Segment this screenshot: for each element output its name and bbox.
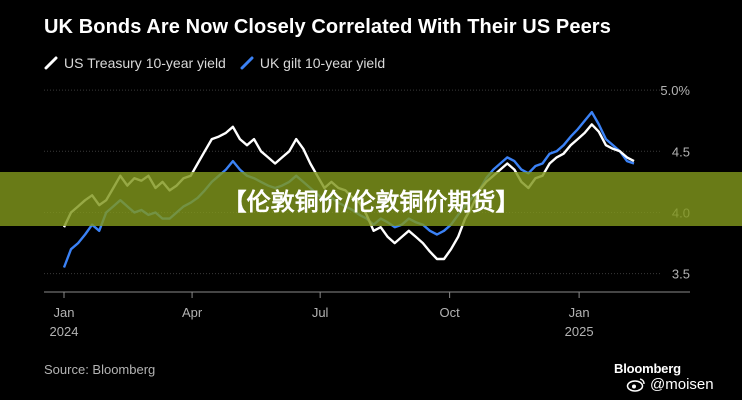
y-tick-label: 4.5 xyxy=(672,144,690,159)
x-tick-label: Apr xyxy=(182,305,203,320)
legend-swatch-us xyxy=(44,56,58,70)
x-tick-year-label: 2025 xyxy=(565,324,594,339)
x-tick-label: Jul xyxy=(312,305,329,320)
x-tick-year-label: 2024 xyxy=(50,324,79,339)
chart-title: UK Bonds Are Now Closely Correlated With… xyxy=(44,16,611,38)
legend-label-us: US Treasury 10-year yield xyxy=(64,55,226,71)
y-tick-label: 5.0% xyxy=(660,83,690,98)
overlay-banner: 【伦敦铜价/伦敦铜价期货】 xyxy=(0,172,742,226)
y-tick-label: 3.5 xyxy=(672,267,690,282)
watermark: @moisen xyxy=(626,376,714,393)
weibo-icon xyxy=(626,377,646,392)
legend-item-uk: UK gilt 10-year yield xyxy=(240,55,385,71)
source-note: Source: Bloomberg xyxy=(44,362,156,377)
legend-item-us: US Treasury 10-year yield xyxy=(44,55,226,71)
legend-label-uk: UK gilt 10-year yield xyxy=(259,55,386,71)
legend-swatch-uk xyxy=(240,56,254,70)
chart-legend: US Treasury 10-year yield UK gilt 10-yea… xyxy=(44,55,399,71)
x-tick-label: Oct xyxy=(440,305,461,320)
x-tick-label: Jan xyxy=(54,305,75,320)
bloomberg-logo: Bloomberg xyxy=(614,361,681,376)
x-tick-label: Jan xyxy=(569,305,590,320)
watermark-handle: @moisen xyxy=(650,376,714,393)
x-axis-ticks: Jan 2024 Apr Jul Oct Jan 2025 xyxy=(50,292,594,339)
